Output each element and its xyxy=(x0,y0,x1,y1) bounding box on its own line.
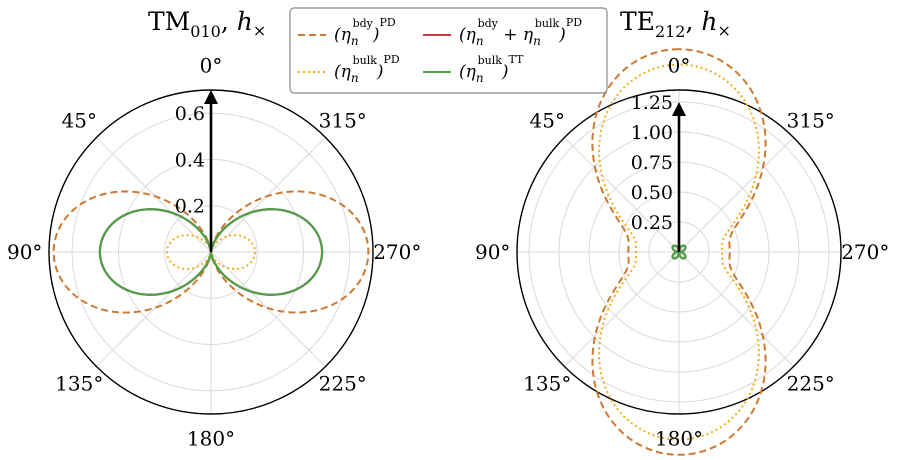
angular-gridline xyxy=(96,137,212,253)
svg-text:(ηnbdy + ηnbulk)PD: (ηnbdy + ηnbulk)PD xyxy=(459,16,582,48)
angle-tick-label: 180° xyxy=(655,426,703,450)
angle-tick-label: 270° xyxy=(841,240,889,264)
series-line-bdy-pd xyxy=(591,48,767,456)
arrow-head xyxy=(204,90,218,104)
polar-panel-te212: TE212, h× 0.25 0.50 0.75 1.00 1.25 0° 45° 90° 13… xyxy=(475,7,889,456)
panel-title: TM010, h× xyxy=(148,7,266,41)
arrow-head xyxy=(672,102,686,116)
angle-tick-label: 45° xyxy=(62,108,97,132)
radial-tick-label: 0.6 xyxy=(175,103,205,125)
svg-text:(ηnbulk)TT: (ηnbulk)TT xyxy=(459,53,524,85)
radial-tick-label: 0.25 xyxy=(631,212,673,234)
angle-tick-label: 180° xyxy=(187,426,235,450)
angle-tick-label: 90° xyxy=(475,240,510,264)
legend-entry-bdy-bulk-pd: (ηnbdy + ηnbulk)PD xyxy=(423,16,582,48)
legend-entry-bulk-pd: (ηnbulk)PD xyxy=(298,53,400,85)
angle-tick-label: 0° xyxy=(200,54,223,78)
angular-gridline xyxy=(564,251,680,367)
angle-tick-label: 270° xyxy=(373,240,421,264)
series-line-bulk-pd xyxy=(598,63,760,441)
angular-gridline xyxy=(210,137,326,253)
angular-gridline xyxy=(96,251,212,367)
radial-tick-label: 1.00 xyxy=(631,122,673,144)
angle-tick-label: 315° xyxy=(787,108,835,132)
radial-tick-label: 0.75 xyxy=(631,152,673,174)
radial-tick-label: 0.4 xyxy=(175,149,205,171)
angle-tick-label: 90° xyxy=(7,240,42,264)
legend-entry-bulk-tt: (ηnbulk)TT xyxy=(423,53,524,85)
angular-gridline xyxy=(678,137,794,253)
polar-panel-tm010: TM010, h× 0.2 0.4 0.6 0° 45° 90° 135° 180° 225° 2… xyxy=(7,7,421,450)
radial-tick-label: 0.50 xyxy=(631,182,673,204)
svg-text:(ηnbdy)PD: (ηnbdy)PD xyxy=(334,16,396,48)
angle-tick-label: 315° xyxy=(319,108,367,132)
legend: (ηnbdy)PD (ηnbulk)PD (ηnbdy + ηnbulk)PD … xyxy=(289,7,608,94)
panel-title: TE212, h× xyxy=(620,7,731,41)
angular-gridline xyxy=(210,251,326,367)
angle-tick-label: 135° xyxy=(55,372,103,396)
svg-text:(ηnbulk)PD: (ηnbulk)PD xyxy=(334,53,400,85)
angle-tick-label: 45° xyxy=(530,108,565,132)
angular-gridline xyxy=(564,137,680,253)
radial-tick-label: 0.2 xyxy=(175,196,205,218)
legend-frame xyxy=(289,7,608,94)
angle-tick-label: 225° xyxy=(319,372,367,396)
angle-tick-label: 225° xyxy=(787,372,835,396)
angular-gridline xyxy=(678,251,794,367)
angle-tick-label: 0° xyxy=(668,54,691,78)
legend-entry-bdy-pd: (ηnbdy)PD xyxy=(298,16,396,48)
polar-frame xyxy=(516,89,842,415)
angle-tick-label: 135° xyxy=(523,372,571,396)
radial-tick-label: 1.25 xyxy=(631,92,673,114)
